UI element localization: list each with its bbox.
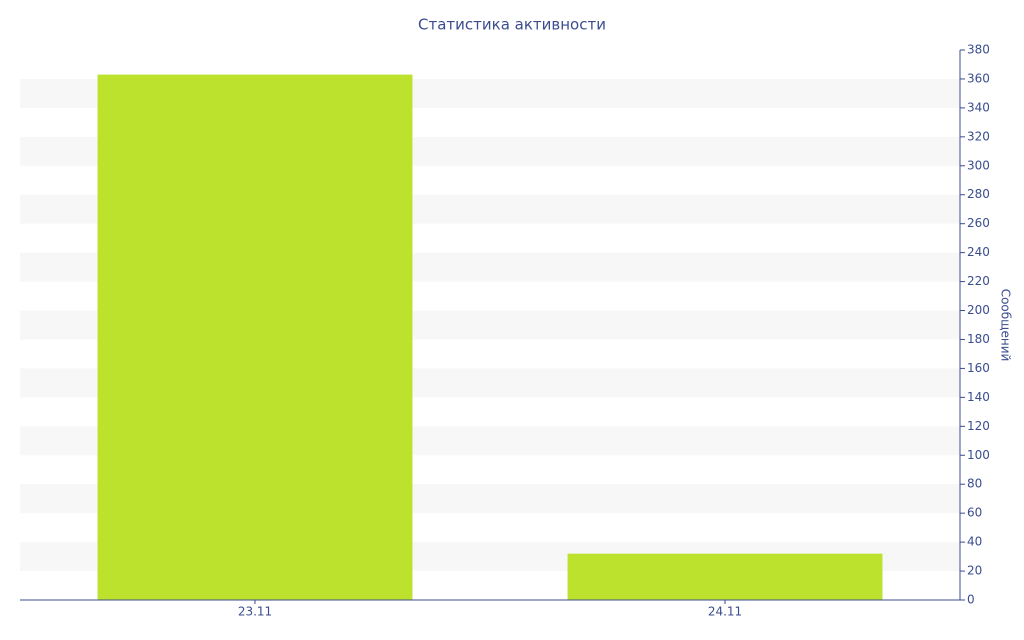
- y-tick-label: 120: [967, 419, 990, 433]
- y-tick-label: 0: [967, 593, 975, 607]
- y-tick-label: 300: [967, 158, 990, 172]
- y-tick-label: 320: [967, 129, 990, 143]
- y-tick-label: 280: [967, 187, 990, 201]
- y-tick-label: 60: [967, 506, 982, 520]
- y-tick-label: 40: [967, 535, 982, 549]
- y-tick-label: 380: [967, 43, 990, 57]
- y-tick-label: 100: [967, 448, 990, 462]
- bar: [567, 553, 883, 600]
- y-tick-label: 220: [967, 274, 990, 288]
- y-tick-label: 20: [967, 564, 982, 578]
- y-tick-label: 140: [967, 390, 990, 404]
- y-axis-title: Сообщений: [999, 289, 1013, 362]
- y-tick-label: 80: [967, 477, 982, 491]
- y-tick-label: 180: [967, 332, 990, 346]
- y-tick-label: 200: [967, 303, 990, 317]
- y-tick-label: 240: [967, 245, 990, 259]
- x-tick-label: 24.11: [708, 605, 742, 619]
- chart-title: Статистика активности: [418, 16, 606, 34]
- bar: [97, 74, 413, 600]
- x-tick-label: 23.11: [238, 605, 272, 619]
- y-tick-label: 360: [967, 71, 990, 85]
- y-tick-label: 160: [967, 361, 990, 375]
- y-tick-label: 340: [967, 100, 990, 114]
- y-tick-label: 260: [967, 216, 990, 230]
